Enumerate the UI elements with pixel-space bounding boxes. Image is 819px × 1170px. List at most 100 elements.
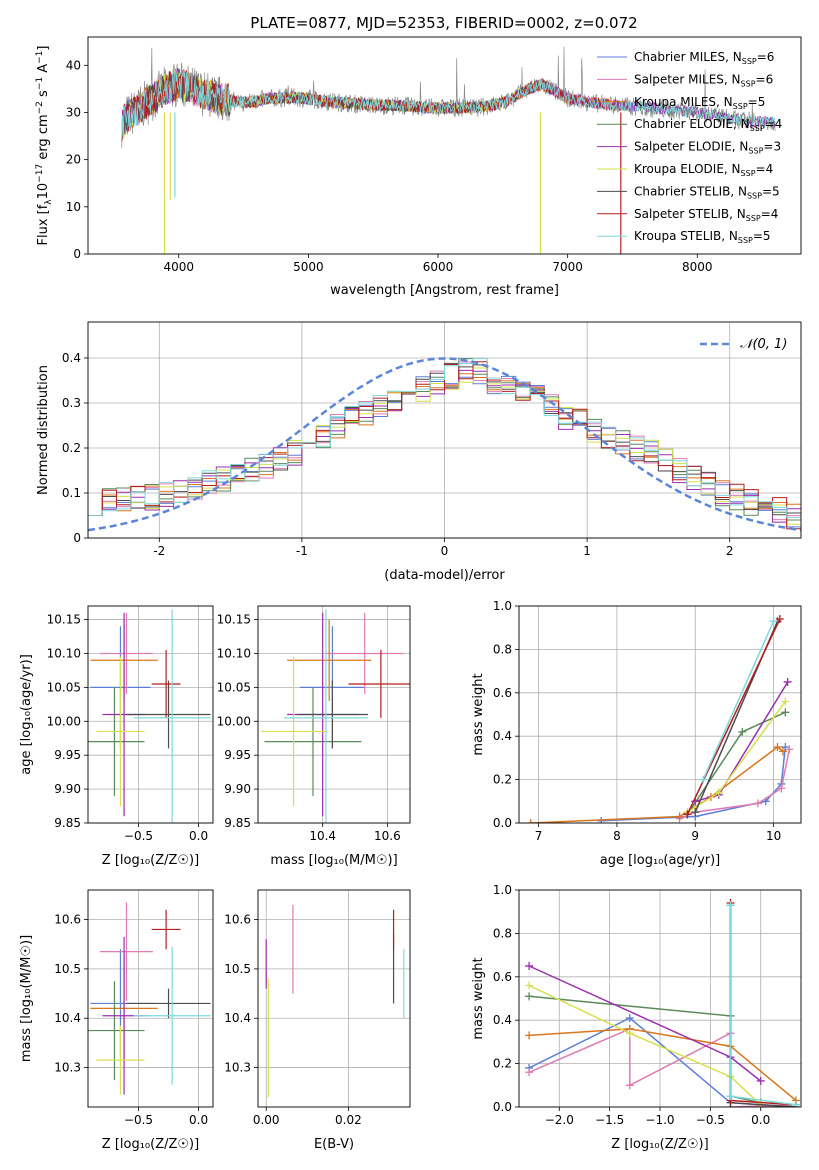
y-tick-label: 10.05	[217, 680, 251, 694]
legend-label: Chabrier STELIB, NSSP=5	[634, 184, 780, 200]
y-tick-label: 0	[73, 531, 81, 545]
weight-marker	[525, 961, 534, 970]
legend-subscript: SSP	[741, 79, 756, 88]
x-tick-label: 8000	[682, 260, 713, 274]
y-axis-label-part: −1	[35, 77, 45, 90]
weight-line-kroupa-elodie	[528, 984, 762, 1106]
y-axis-label-part: s	[36, 90, 51, 101]
weight-marker	[625, 1081, 634, 1090]
y-axis-label-part: erg cm	[36, 114, 51, 163]
x-tick-label: 10.6	[374, 829, 401, 843]
y-tick-label: 9.95	[54, 748, 81, 762]
y-tick-label: 0.2	[62, 441, 81, 455]
weight-lines	[526, 615, 794, 823]
histogram-salpeter-stelib	[88, 361, 801, 538]
legend-nssp: =4	[756, 162, 774, 176]
legend-series-name: Kroupa MILES, N	[634, 95, 733, 109]
x-tick-label: −0.5	[124, 829, 153, 843]
y-tick-label: 0.6	[493, 686, 512, 700]
y-axis-label: age [log₁₀(age/yr)]	[19, 654, 34, 775]
legend-subscript: SSP	[748, 147, 763, 156]
x-axis-label: Z [log₁₀(Z/Z☉)]	[102, 1137, 199, 1152]
y-tick-label: 10.5	[54, 962, 81, 976]
y-axis-label: Normed distribution	[36, 365, 51, 495]
y-tick-label: 10.15	[47, 613, 81, 627]
y-tick-label: 0.0	[493, 1100, 512, 1114]
x-tick-label: 6000	[423, 260, 454, 274]
weight-marker	[525, 992, 534, 1001]
y-axis-label-part: −17	[35, 164, 45, 183]
x-tick-label: −0.5	[696, 1113, 725, 1127]
legend-subscript: SSP	[746, 214, 761, 223]
weight-line-kroupa-miles	[530, 746, 784, 823]
y-tick-label: 10.4	[224, 1011, 251, 1025]
weight-marker	[625, 1029, 634, 1038]
weight-marker	[785, 745, 794, 754]
weight-marker	[625, 1014, 634, 1023]
y-axis-label-part: −1	[35, 51, 45, 64]
y-axis-label-part: −2	[35, 101, 45, 114]
weight-line-chabrier-stelib	[729, 905, 797, 1107]
y-tick-label: 0.6	[493, 970, 512, 984]
x-axis-label: wavelength [Angstrom, rest frame]	[330, 283, 559, 298]
x-tick-label: 8	[613, 829, 621, 843]
y-tick-label: 10.3	[54, 1061, 81, 1075]
y-tick-label: 10.6	[224, 913, 251, 927]
x-tick-label: 0.0	[751, 1113, 770, 1127]
errorbar-group	[88, 902, 211, 1095]
legend-series-name: Chabrier ELODIE, N	[634, 117, 750, 131]
y-tick-label: 0.2	[493, 1057, 512, 1071]
y-tick-label: 0.3	[62, 396, 81, 410]
x-axis-label: Z [log₁₀(Z/Z☉)]	[611, 1137, 708, 1152]
y-tick-label: 10.10	[217, 646, 251, 660]
y-axis-label-part: λ	[44, 199, 54, 205]
y-tick-label: 9.95	[224, 748, 251, 762]
y-tick-label: 0.1	[62, 486, 81, 500]
weight-marker	[777, 784, 786, 793]
y-axis-label: Flux [fλ10−17 erg cm−2 s−1 A−1]	[35, 46, 54, 246]
y-tick-label: 10.10	[47, 646, 81, 660]
weight-marker	[726, 1092, 735, 1101]
y-tick-label: 10.6	[54, 913, 81, 927]
weight-line-kroupa-stelib	[702, 620, 775, 780]
legend-label: 𝒩(0, 1)	[740, 337, 787, 352]
legend-label: Salpeter ELODIE, NSSP=3	[634, 140, 781, 156]
legend-subscript: SSP	[738, 236, 753, 245]
legend-series-name: Kroupa STELIB, N	[634, 229, 738, 243]
y-tick-label: 10.00	[47, 714, 81, 728]
weight-marker	[773, 743, 782, 752]
x-tick-label: -1	[296, 544, 308, 558]
legend-label: Salpeter STELIB, NSSP=4	[634, 207, 778, 223]
weight-line-kroupa-miles	[529, 1028, 797, 1102]
x-axis-label: age [log₁₀(age/yr)]	[600, 853, 721, 868]
axes-frame	[257, 605, 411, 824]
x-tick-label: −1.0	[645, 1113, 674, 1127]
x-tick-label: 0.0	[189, 829, 208, 843]
y-tick-label: 1.0	[493, 883, 512, 897]
x-axis-label: E(B-V)	[314, 1137, 354, 1152]
x-tick-label: 1	[583, 544, 591, 558]
x-tick-label: −1.5	[595, 1113, 624, 1127]
weight-marker	[756, 1076, 765, 1085]
x-tick-label: 7	[535, 829, 543, 843]
y-axis-label: mass weight	[471, 673, 486, 755]
x-tick-label: -2	[153, 544, 165, 558]
legend-nssp: =4	[761, 207, 779, 221]
x-tick-label: 4000	[163, 260, 194, 274]
legend-series-name: Salpeter STELIB, N	[634, 207, 746, 221]
legend-nssp: =6	[756, 72, 774, 86]
weight-marker	[675, 812, 684, 821]
y-tick-label: 0.0	[493, 816, 512, 830]
y-axis-label-part: A	[36, 64, 51, 77]
y-tick-label: 0.4	[493, 729, 512, 743]
x-tick-label: 10	[766, 829, 781, 843]
x-tick-label: 2	[726, 544, 734, 558]
x-tick-label: −2.0	[545, 1113, 574, 1127]
legend-nssp: =6	[757, 50, 775, 64]
legend-subscript: SSP	[742, 57, 757, 66]
legend-nssp: =5	[753, 229, 771, 243]
x-axis-label: mass [log₁₀(M/M☉)]	[270, 853, 397, 868]
y-tick-label: 10	[66, 200, 81, 214]
model-spectrum-kroupa-stelib	[121, 69, 776, 142]
